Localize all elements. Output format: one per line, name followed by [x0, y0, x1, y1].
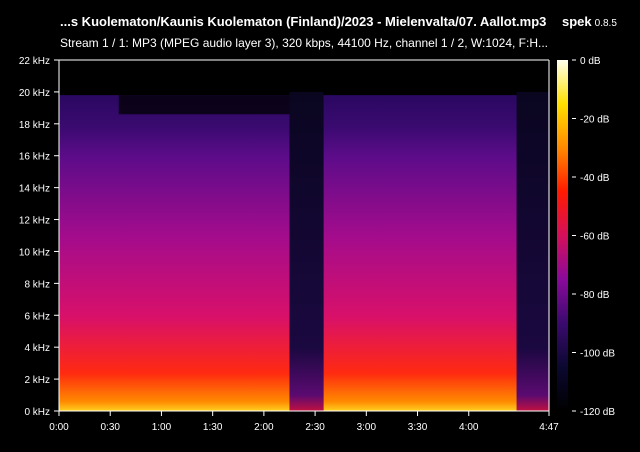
x-tick-label: 0:00	[49, 422, 69, 433]
y-tick-label: 14 kHz	[19, 184, 50, 195]
app-name-label: spek	[562, 14, 592, 29]
y-tick-label: 16 kHz	[19, 152, 50, 163]
colorbar-tick-label: -60 dB	[580, 232, 610, 243]
y-tick-label: 10 kHz	[19, 247, 50, 258]
x-tick-label: 3:30	[408, 422, 428, 433]
x-tick-label: 1:00	[152, 422, 172, 433]
y-tick-label: 22 kHz	[19, 56, 50, 67]
x-tick-label: 2:00	[254, 422, 274, 433]
y-tick-label: 0 kHz	[24, 407, 50, 418]
colorbar-tick-label: -120 dB	[580, 407, 615, 418]
spectrogram-quiet-segment	[289, 91, 324, 411]
colorbar-tick-label: 0 dB	[580, 56, 601, 67]
y-tick-label: 6 kHz	[24, 311, 50, 322]
app-version: 0.8.5	[594, 18, 617, 29]
colorbar-tick-label: -100 dB	[580, 349, 615, 360]
stream-info: Stream 1 / 1: MP3 (MPEG audio layer 3), …	[60, 36, 549, 50]
app-name: spek 0.8.5	[562, 14, 617, 29]
y-tick-label: 4 kHz	[24, 343, 50, 354]
x-tick-label: 2:30	[305, 422, 325, 433]
spectrogram-quiet-segment	[516, 91, 549, 411]
colorbar-tick-label: -20 dB	[580, 115, 610, 126]
colorbar-tick-label: -40 dB	[580, 173, 610, 184]
x-tick-label: 0:30	[100, 422, 120, 433]
y-tick-label: 20 kHz	[19, 88, 50, 99]
y-tick-label: 2 kHz	[24, 375, 50, 386]
y-tick-label: 18 kHz	[19, 120, 50, 131]
colorbar	[557, 60, 568, 411]
y-tick-label: 12 kHz	[19, 216, 50, 227]
x-tick-label: 1:30	[203, 422, 223, 433]
colorbar-tick-label: -80 dB	[580, 290, 610, 301]
x-tick-label: 4:00	[459, 422, 479, 433]
x-tick-label: 3:00	[357, 422, 377, 433]
file-title: ...s Kuolematon/Kaunis Kuolematon (Finla…	[60, 14, 547, 29]
spectrogram-cutoff-dip	[118, 95, 290, 115]
y-tick-label: 8 kHz	[24, 279, 50, 290]
x-tick-label: 4:47	[539, 422, 559, 433]
